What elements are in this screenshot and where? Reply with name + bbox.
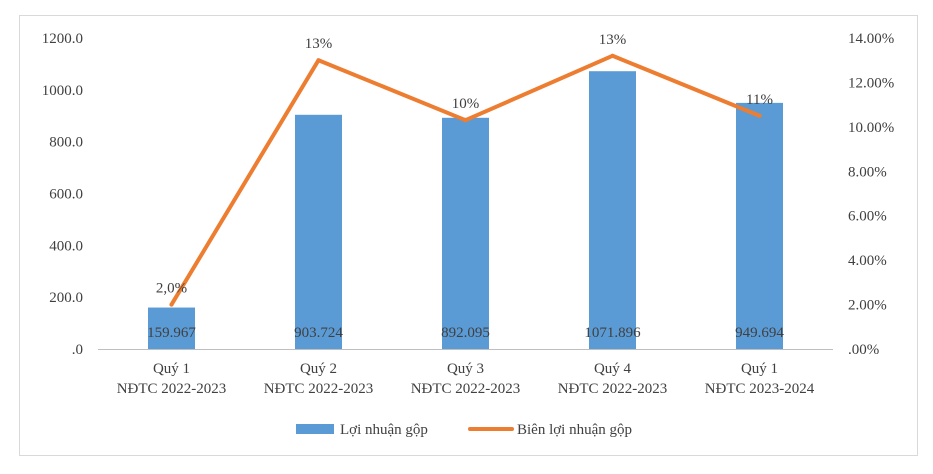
left-axis-tick-label: 1000.0 (42, 83, 83, 99)
left-axis: .0 200.0 400.0 600.0 800.0 1000.0 1200.0 (42, 31, 83, 358)
x-axis: Quý 1 NĐTC 2022-2023 Quý 2 NĐTC 2022-2023 Qu… (98, 349, 833, 397)
right-axis-tick-label: 14.00% (848, 31, 894, 47)
bar-series (148, 71, 783, 350)
line-series (169, 53, 762, 307)
line-data-label: 11% (746, 92, 773, 108)
bar-data-label: 1071.896 (584, 325, 641, 341)
right-axis-tick-label: 10.00% (848, 120, 894, 136)
bar-data-label: 903.724 (294, 325, 343, 341)
bar-data-label: 892.095 (441, 325, 490, 341)
right-axis-tick-label: 4.00% (848, 253, 887, 269)
left-axis-tick-label: 800.0 (49, 135, 83, 151)
line-data-label: 10% (452, 96, 480, 112)
bar (736, 102, 783, 349)
bar (295, 114, 342, 349)
line-data-labels: 2,0% 13% 10% 13% 11% (156, 32, 773, 297)
line-point (463, 118, 468, 123)
line-point (610, 53, 615, 58)
bar (589, 71, 636, 349)
right-axis-tick-label: 12.00% (848, 75, 894, 91)
legend-swatch-bar (296, 424, 334, 434)
left-axis-tick-label: 200.0 (49, 290, 83, 306)
line-point (169, 302, 174, 307)
legend-label: Lợi nhuận gộp (340, 422, 428, 438)
x-axis-tick-label: NĐTC 2022-2023 (558, 381, 668, 397)
bar-data-labels: 159.967 903.724 892.095 1071.896 949.694 (147, 325, 784, 341)
x-axis-tick-label: NĐTC 2022-2023 (264, 381, 374, 397)
left-axis-tick-label: .0 (72, 342, 83, 358)
legend: Lợi nhuận gộp Biên lợi nhuận gộp (296, 422, 632, 438)
right-axis: .00% 2.00% 4.00% 6.00% 8.00% 10.00% 12.00% 14.0… (848, 31, 894, 358)
bar (148, 307, 195, 349)
bar-data-label: 159.967 (147, 325, 196, 341)
bar-data-label: 949.694 (735, 325, 784, 341)
x-axis-tick-label: Quý 1 (741, 361, 778, 377)
x-axis-tick-label: NĐTC 2022-2023 (411, 381, 521, 397)
x-axis-tick-label: Quý 3 (447, 361, 484, 377)
left-axis-tick-label: 1200.0 (42, 31, 83, 47)
line-data-label: 2,0% (156, 281, 187, 297)
line-point (757, 113, 762, 118)
line-data-label: 13% (599, 32, 627, 48)
right-axis-tick-label: 2.00% (848, 298, 887, 314)
x-axis-tick-label: Quý 2 (300, 361, 337, 377)
right-axis-tick-label: 6.00% (848, 209, 887, 225)
x-axis-tick-label: NĐTC 2023-2024 (705, 381, 815, 397)
left-axis-tick-label: 400.0 (49, 238, 83, 254)
x-axis-tick-label: Quý 1 (153, 361, 190, 377)
right-axis-tick-label: 8.00% (848, 164, 887, 180)
line-point (316, 58, 321, 63)
legend-label: Biên lợi nhuận gộp (517, 422, 632, 438)
bar (442, 117, 489, 350)
right-axis-tick-label: .00% (848, 342, 879, 358)
x-axis-tick-label: NĐTC 2022-2023 (117, 381, 227, 397)
x-axis-tick-label: Quý 4 (594, 361, 632, 377)
left-axis-tick-label: 600.0 (49, 187, 83, 203)
line-data-label: 13% (305, 36, 333, 52)
